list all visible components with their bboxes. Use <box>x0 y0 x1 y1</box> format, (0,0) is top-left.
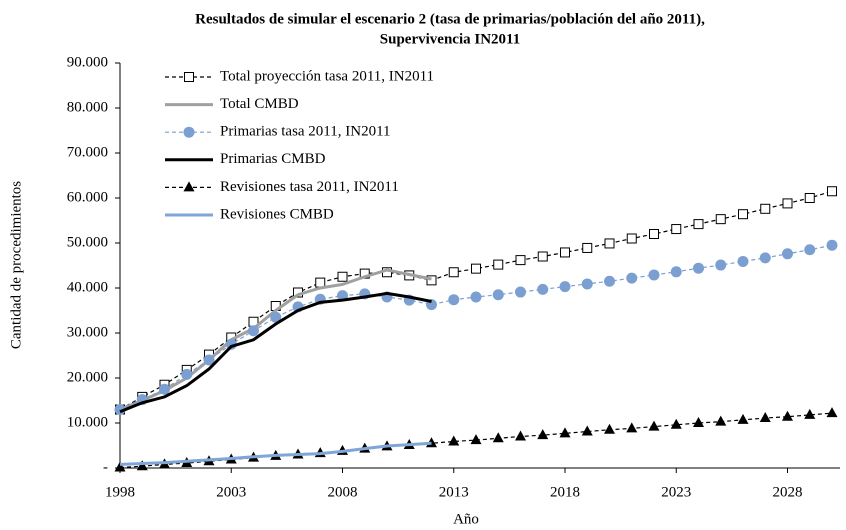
x-axis-label: Año <box>453 511 479 527</box>
marker <box>582 242 593 253</box>
marker <box>671 224 682 235</box>
y-tick-label: 10.000 <box>67 414 108 430</box>
marker <box>581 278 593 290</box>
marker <box>515 430 526 441</box>
legend-marker <box>183 181 195 192</box>
marker <box>248 325 259 337</box>
marker <box>670 266 682 278</box>
marker <box>492 432 504 443</box>
marker <box>759 252 771 264</box>
marker <box>604 423 615 434</box>
y-tick-label: 70.000 <box>67 144 108 160</box>
legend-label: Primarias tasa 2011, IN2011 <box>220 124 391 140</box>
marker <box>826 239 838 251</box>
legend-label: Total CMBD <box>220 96 299 112</box>
marker <box>826 407 838 418</box>
marker <box>804 244 816 256</box>
x-tick-label: 2008 <box>328 484 358 500</box>
chart-title: Supervivencia IN2011 <box>380 31 520 47</box>
marker <box>114 461 126 472</box>
legend-label: Primarias CMBD <box>220 151 326 167</box>
legend-label: Revisiones CMBD <box>220 206 334 222</box>
y-tick-label: 20.000 <box>67 369 108 385</box>
marker <box>649 229 659 239</box>
marker <box>693 262 704 274</box>
x-tick-label: 2013 <box>439 484 469 500</box>
marker <box>648 420 660 431</box>
marker <box>670 418 682 429</box>
marker <box>715 259 727 271</box>
y-tick-label: 60.000 <box>67 189 108 205</box>
marker <box>270 311 282 323</box>
y-tick-label: 50.000 <box>67 234 108 250</box>
marker <box>203 354 215 366</box>
y-tick-label: 80.000 <box>67 99 108 115</box>
series-line <box>119 441 432 466</box>
x-tick-label: 2003 <box>216 484 246 500</box>
marker <box>470 291 482 303</box>
marker <box>648 269 660 281</box>
marker <box>737 413 749 424</box>
marker <box>492 289 504 301</box>
marker <box>537 251 548 262</box>
marker <box>626 272 638 284</box>
marker <box>782 410 793 421</box>
marker <box>537 429 549 440</box>
legend-label: Revisiones tasa 2011, IN2011 <box>220 179 399 195</box>
chart-title: Resultados de simular el escenario 2 (ta… <box>195 11 705 27</box>
marker <box>737 255 749 267</box>
x-tick-label: 2018 <box>550 484 580 500</box>
marker <box>804 408 816 419</box>
series-line <box>119 268 432 411</box>
legend-label: Total proyección tasa 2011, IN2011 <box>220 68 434 84</box>
marker <box>448 294 460 306</box>
marker <box>715 415 727 426</box>
x-tick-label: 1998 <box>105 484 135 500</box>
marker <box>760 203 771 214</box>
y-tick-label: - <box>103 459 108 475</box>
marker <box>782 198 793 209</box>
marker <box>315 277 326 288</box>
marker <box>559 281 571 293</box>
marker <box>537 283 549 295</box>
marker <box>693 219 704 230</box>
marker <box>159 383 170 395</box>
marker <box>493 259 504 270</box>
marker <box>559 427 571 438</box>
marker <box>448 435 460 446</box>
marker <box>626 422 638 433</box>
y-tick-label: 30.000 <box>67 324 108 340</box>
x-tick-label: 2028 <box>773 484 803 500</box>
marker <box>715 214 726 225</box>
marker <box>693 417 704 427</box>
y-axis-label: Cantidad de procedimientos <box>8 181 24 349</box>
marker <box>827 186 837 197</box>
marker <box>804 193 815 203</box>
marker <box>759 412 771 423</box>
marker <box>604 275 615 287</box>
marker <box>560 247 570 258</box>
marker <box>337 271 348 282</box>
marker <box>426 275 437 286</box>
marker <box>136 460 148 471</box>
series-line <box>119 291 432 414</box>
marker <box>181 368 193 380</box>
legend-marker <box>184 72 194 82</box>
marker <box>604 238 615 249</box>
marker <box>738 209 748 220</box>
marker <box>470 434 482 445</box>
marker <box>581 425 593 436</box>
y-tick-label: 90.000 <box>67 54 108 70</box>
marker <box>782 248 793 260</box>
legend-marker <box>183 126 195 138</box>
y-tick-label: 40.000 <box>67 279 108 295</box>
marker <box>471 263 481 274</box>
x-tick-label: 2023 <box>661 484 691 500</box>
marker <box>448 267 459 278</box>
marker <box>515 255 526 266</box>
marker <box>515 286 526 298</box>
series-line <box>119 190 833 411</box>
marker <box>626 233 637 244</box>
